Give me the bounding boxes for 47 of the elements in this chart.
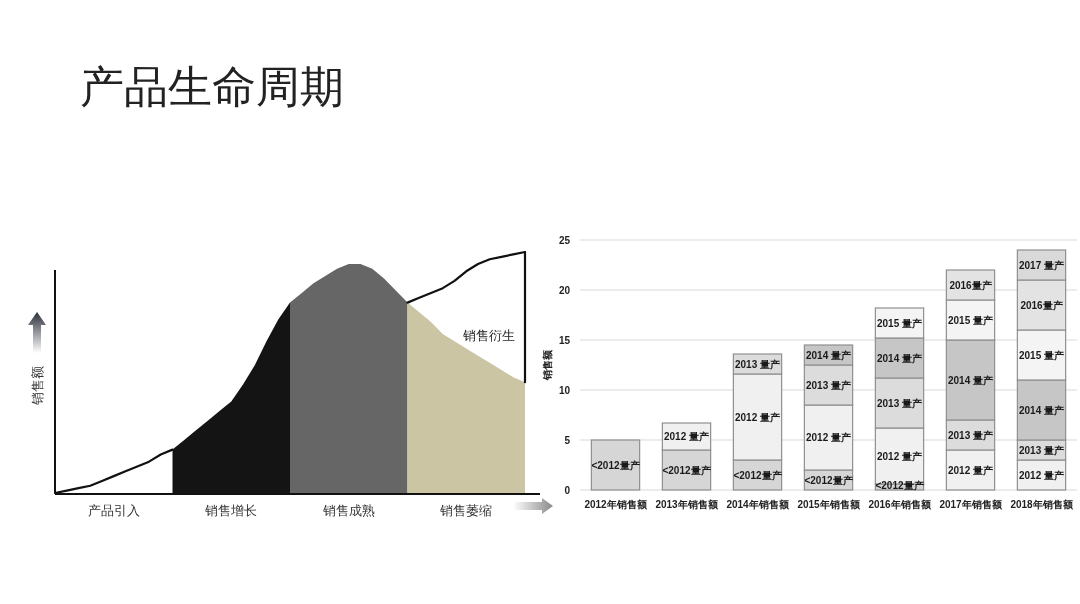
x-tick-label: 销售增长: [204, 503, 258, 518]
series-label: <2012量产: [591, 459, 640, 471]
x-tick-label: 销售成熟: [321, 503, 375, 518]
text: 销售衍生: [462, 328, 515, 343]
series-label: 2015 量产: [876, 317, 923, 329]
text: 2014 量产: [1018, 404, 1065, 416]
text: 2013 量产: [947, 429, 994, 441]
series-label: 2016量产: [949, 279, 992, 291]
text: 2015 量产: [947, 314, 994, 326]
y-tick-label: 20: [558, 284, 571, 296]
y-tick-label: 10: [558, 384, 571, 396]
chart-title: 产品生命周期: [80, 62, 344, 111]
text: 2013 量产: [876, 397, 923, 409]
text: 2012 量产: [734, 411, 781, 423]
text: 2016量产: [1020, 299, 1063, 311]
text: 2014 量产: [876, 352, 923, 364]
series-label: 2013 量产: [734, 358, 781, 370]
x-tick-label: 2018年销售额: [1010, 499, 1074, 510]
text: 2012 量产: [876, 450, 923, 462]
x-tick-label: 2017年销售额: [939, 499, 1003, 510]
x-tick-label: 2015年销售额: [797, 499, 861, 510]
y-tick-label: 25: [558, 234, 571, 246]
text: <2012量产: [804, 474, 853, 486]
x-tick-label: 产品引入: [87, 503, 140, 518]
text: 2014 量产: [947, 374, 994, 386]
text: 2012 量产: [1018, 469, 1065, 481]
y-axis-title: 销售额: [541, 349, 553, 381]
text: <2012量产: [733, 469, 782, 481]
text: 2012 量产: [805, 432, 852, 444]
x-tick-label: 2014年销售额: [726, 499, 790, 510]
text: <2012量产: [662, 464, 711, 476]
text: 2013 量产: [805, 379, 852, 391]
x-tick-label: 销售萎缩: [439, 503, 493, 518]
x-tick-label: 2013年销售额: [655, 499, 719, 510]
x-tick-label: 2016年销售额: [868, 499, 932, 510]
y-axis-title: 销售额: [29, 365, 45, 406]
y-tick-label: 5: [564, 434, 571, 446]
text: 2012 量产: [947, 464, 994, 476]
series-label: 2012 量产: [663, 431, 710, 443]
series-label: 2014 量产: [805, 349, 852, 361]
text: <2012量产: [875, 479, 924, 491]
text: 2013 量产: [1018, 444, 1065, 456]
series-label: 2017 量产: [1018, 259, 1065, 271]
y-tick-label: 0: [564, 484, 571, 496]
y-tick-label: 15: [558, 334, 571, 346]
text: 2015 量产: [1018, 349, 1065, 361]
x-tick-label: 2012年销售额: [584, 499, 648, 510]
